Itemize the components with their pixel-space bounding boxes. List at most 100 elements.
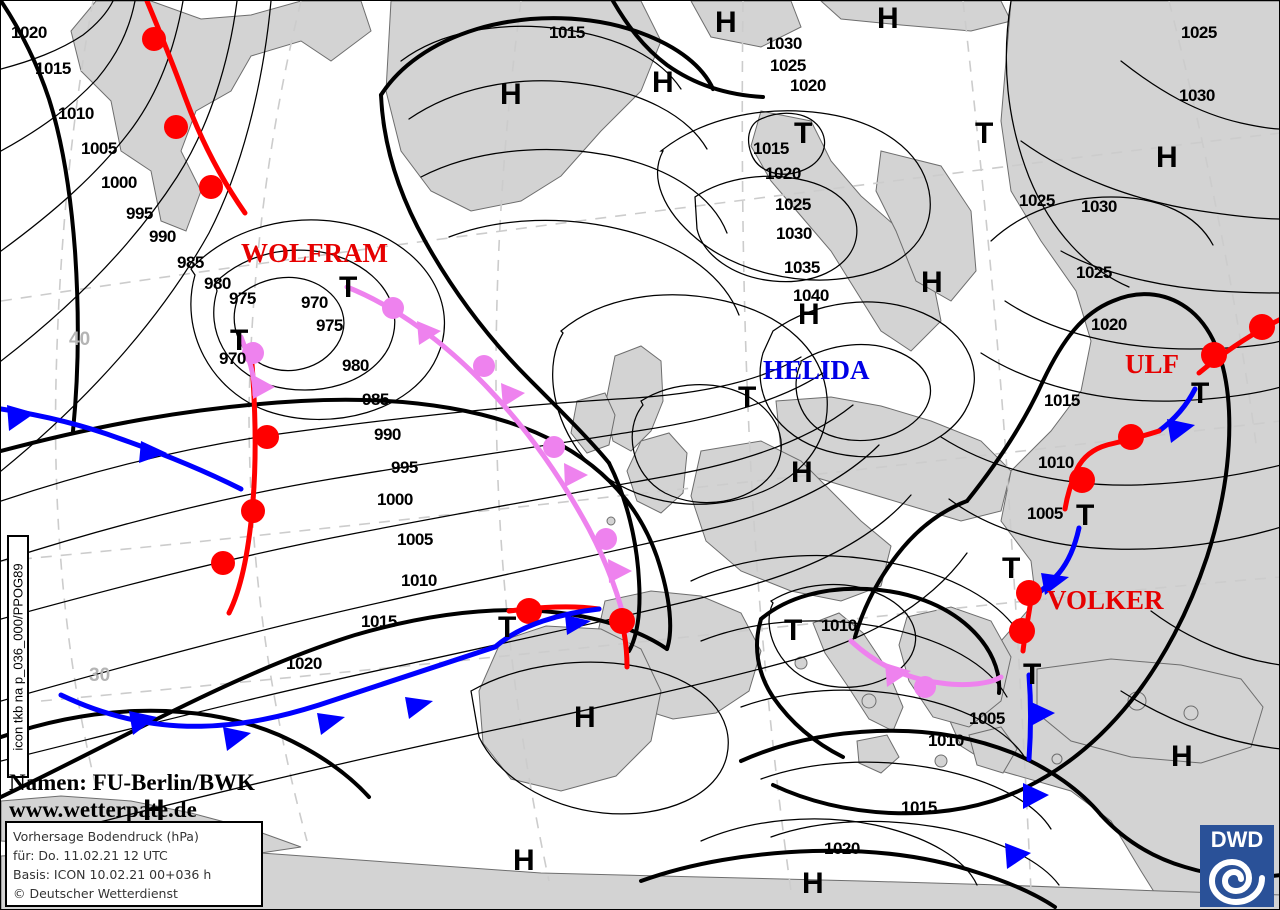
front-occluded-secondary [238,334,275,399]
isobar-label: 980 [342,356,369,375]
high-pressure-marker: H [143,794,165,827]
product-id-text: icon tkb na p_036_000/PPOG89 [10,562,26,751]
isobar-label: 1020 [765,164,801,183]
isobar-label: 1040 [793,286,829,305]
isobar-label: 1000 [377,490,413,509]
isobar-label: 1010 [1038,453,1074,472]
isobar-label: 1015 [35,59,71,78]
dwd-spiral-icon [1208,858,1265,905]
storm-name-helida: HELIDA [763,355,870,385]
credit-block: Namen: FU-Berlin/BWK www.wetterpate.de [9,769,255,823]
front-cold-wolfram [1,405,244,492]
isobar-label: 1010 [821,616,857,635]
low-pressure-marker: T [230,324,249,357]
isobar-label: 970 [301,293,328,312]
isobar-label: 1025 [1076,263,1112,282]
info-product-line: Vorhersage Bodendruck (hPa) [13,829,199,844]
isobar-label: 1030 [766,34,802,53]
isobar-label: 1025 [775,195,811,214]
low-pressure-marker: T [498,611,517,644]
front-cold-ulf [1156,386,1198,443]
isobar-label: 995 [126,204,153,223]
low-pressure-marker: T [1076,499,1095,532]
isobar-label: 985 [362,390,389,409]
isobar-label: 1030 [1179,86,1215,105]
isobar-label: 1035 [784,258,820,277]
low-pressure-marker: T [738,381,757,414]
isobar-label: 1020 [286,654,322,673]
isobar-label: 1015 [901,798,937,817]
high-pressure-marker: H [652,66,674,99]
high-pressure-marker: H [1171,740,1193,773]
isobar-label: 1030 [1081,197,1117,216]
latitude-label: 40 [69,329,91,350]
front-warm-wolfram [142,1,248,216]
isobar-label: 1020 [1091,315,1127,334]
isobar-label: 1015 [1044,391,1080,410]
isobar-label: 1015 [753,139,789,158]
dwd-logo[interactable]: DWD [1200,825,1274,907]
isobar-label: 1005 [397,530,433,549]
credit-website[interactable]: www.wetterpate.de [9,797,197,823]
high-pressure-marker: H [877,2,899,35]
isobar-label: 1015 [549,23,585,42]
isobar-label: 1020 [11,23,47,42]
storm-name-ulf: ULF [1125,349,1179,379]
isobar-label: 1010 [401,571,437,590]
graticule [1,1,1279,892]
isobar-label: 975 [229,289,256,308]
high-pressure-marker: H [802,867,824,900]
isobar-label: 990 [374,425,401,444]
isobar-label: 1025 [770,56,806,75]
isobars-thin [1,1,1279,886]
storm-name-volker: VOLKER [1047,585,1164,615]
high-pressure-marker: H [1156,141,1178,174]
latitude-label: 30 [89,665,111,686]
isobar-label: 970 [219,349,246,368]
isobar-label: 1010 [58,104,94,123]
isobar-label: 985 [177,253,204,272]
low-pressure-marker: T [339,271,358,304]
isobar-label: 1015 [361,612,397,631]
high-pressure-marker: H [798,298,820,331]
storm-name-wolfram: WOLFRAM [241,238,388,268]
front-warm-volker [1062,424,1162,512]
info-valid-line: für: Do. 11.02.21 12 UTC [13,848,168,863]
isobar-label: 1030 [776,224,812,243]
front-occluded-wolfram [344,284,632,634]
isobar-label: 1005 [1027,504,1063,523]
product-id-box: icon tkb na p_036_000/PPOG89 [7,535,29,778]
low-pressure-marker: T [1191,377,1210,410]
isobar-label: 1025 [1019,191,1055,210]
front-system-biscay [58,598,635,751]
isobar-label: 1005 [969,709,1005,728]
high-pressure-marker: H [574,701,596,734]
isobar-label: 975 [316,316,343,335]
isobar-label: 1010 [928,731,964,750]
low-pressure-marker: T [1002,552,1021,585]
isobar-label: 1000 [101,173,137,192]
low-pressure-marker: T [975,117,994,150]
isobar-label: 1020 [790,76,826,95]
front-occluded-mediterranean [848,638,1004,698]
front-cold-aegean [1005,672,1055,869]
low-pressure-marker: T [1023,658,1042,691]
high-pressure-marker: H [791,456,813,489]
high-pressure-marker: H [500,78,522,111]
high-pressure-marker: H [715,6,737,39]
isobar-label: 1020 [824,839,860,858]
low-pressure-marker: T [794,117,813,150]
isobar-label: 995 [391,458,418,477]
front-warm-ulf [1196,314,1279,376]
info-basis-line: Basis: ICON 10.02.21 00+036 h [13,867,212,882]
dwd-logo-text: DWD [1210,827,1264,852]
front-warm-volker-south [1009,580,1042,654]
low-pressure-marker: T [784,614,803,647]
isobar-label: 1025 [1181,23,1217,42]
isobar-label: 1005 [81,139,117,158]
high-pressure-marker: H [513,844,535,877]
forecast-info-box: Vorhersage Bodendruck (hPa) für: Do. 11.… [5,821,263,907]
